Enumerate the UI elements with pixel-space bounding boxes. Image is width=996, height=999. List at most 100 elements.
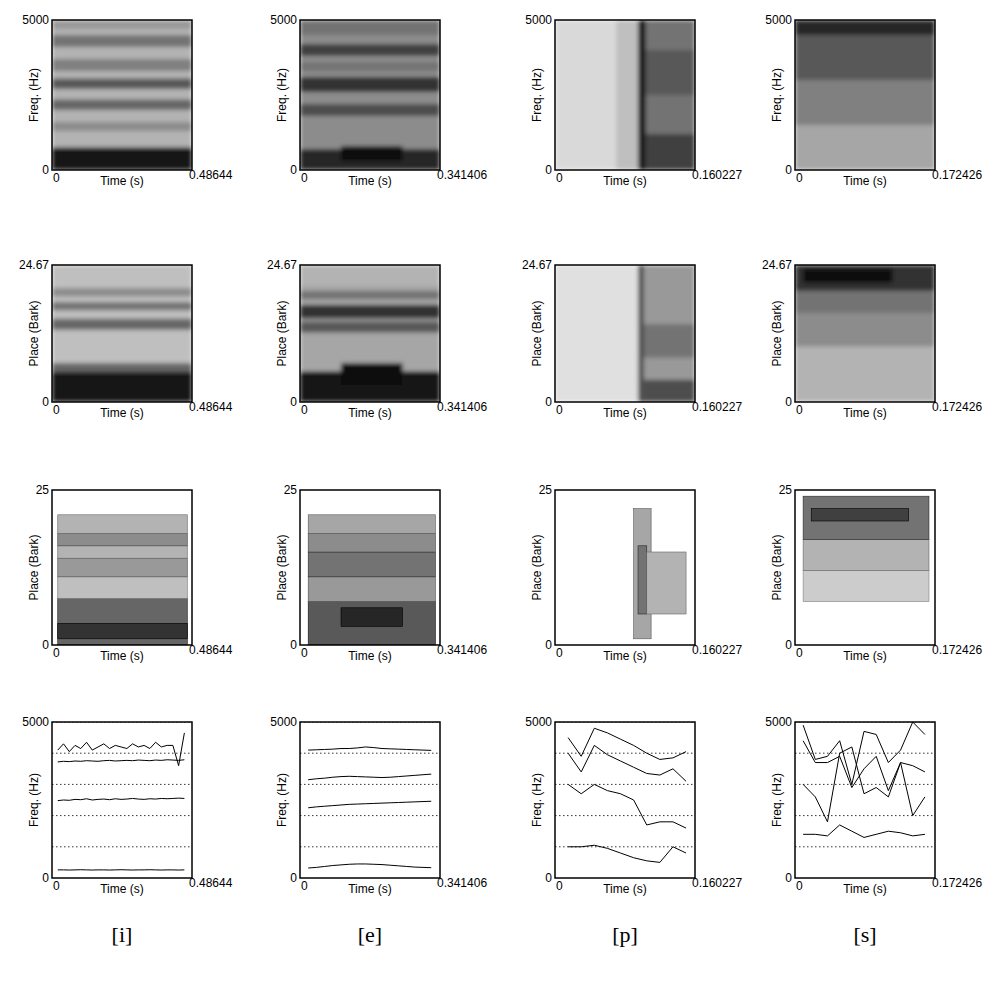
panel: 00.4864405000Time (s)Freq. (Hz) [22, 13, 232, 188]
y-tick-label: 0 [545, 871, 552, 885]
grid-line [555, 815, 695, 816]
y-tick-label: 0 [42, 163, 49, 177]
cell [52, 79, 192, 90]
plot-area [795, 490, 935, 645]
frame [795, 490, 935, 645]
panel: 00.48644024.67Time (s)Place (Bark) [19, 258, 233, 420]
x-tick-label: 0.48644 [189, 643, 233, 657]
plot-background [52, 490, 192, 645]
y-tick-label: 0 [545, 163, 552, 177]
x-axis-title: Time (s) [100, 882, 144, 896]
cell [644, 265, 695, 402]
cells [555, 20, 695, 170]
y-axis-title: Place (Bark) [275, 534, 289, 600]
cell [58, 533, 188, 545]
cell [795, 265, 935, 291]
x-tick-label: 0.341406 [437, 400, 487, 414]
panel: 00.341406024.67Time (s)Place (Bark) [267, 258, 487, 420]
cells [58, 515, 188, 645]
panel: 00.16022705000Time (s)Freq. (Hz) [525, 13, 742, 188]
panel: 00.16022705000Time (s)Freq. (Hz)[p] [525, 715, 742, 947]
grid-line [52, 753, 192, 754]
y-axis-title: Freq. (Hz) [530, 68, 544, 122]
cell [300, 77, 440, 92]
x-axis-title: Time (s) [603, 406, 647, 420]
plot-area [52, 722, 192, 878]
frame [52, 20, 192, 170]
cell [300, 20, 440, 35]
plot-background [555, 490, 695, 645]
cell [300, 44, 440, 56]
y-axis-title: Place (Bark) [770, 534, 784, 600]
cell [300, 62, 440, 71]
formant-track [803, 747, 925, 822]
grid-line [795, 815, 935, 816]
x-tick-label: 0.172426 [932, 876, 982, 890]
y-tick-label: 5000 [22, 13, 49, 27]
cell [795, 20, 935, 35]
cell [803, 496, 929, 539]
plot-background [795, 265, 935, 402]
panel: 00.172426025Time (s)Place (Bark) [770, 483, 982, 663]
frame [555, 265, 695, 402]
cell [341, 146, 403, 161]
x-axis-title: Time (s) [603, 649, 647, 663]
plot-area [795, 20, 935, 170]
panel: 00.48644025Time (s)Place (Bark) [27, 483, 233, 663]
cell [300, 291, 440, 299]
cell [308, 602, 435, 645]
x-tick-label: 0.341406 [437, 168, 487, 182]
x-tick-label: 0.160227 [692, 168, 742, 182]
frame [52, 265, 192, 402]
x-tick-label: 0.172426 [932, 400, 982, 414]
y-axis-title: Freq. (Hz) [530, 773, 544, 827]
y-tick-label: 0 [42, 638, 49, 652]
x-axis-title: Time (s) [348, 649, 392, 663]
plot-area [300, 265, 440, 402]
grid-line [555, 784, 695, 785]
frame [300, 490, 440, 645]
y-tick-label: 25 [539, 483, 553, 497]
plot-background [52, 265, 192, 402]
cell [644, 324, 695, 357]
y-tick-label: 5000 [22, 715, 49, 729]
y-tick-label: 5000 [525, 715, 552, 729]
panel: 00.34140605000Time (s)Freq. (Hz) [270, 13, 487, 188]
plot-background [300, 265, 440, 402]
x-tick-label: 0 [556, 646, 563, 660]
cell [646, 20, 695, 170]
cell [638, 20, 646, 170]
cell [308, 577, 435, 602]
x-tick-label: 0 [53, 171, 60, 185]
cell [300, 265, 440, 285]
plot-area [795, 722, 935, 878]
y-axis-title: Freq. (Hz) [275, 773, 289, 827]
y-axis-title: Freq. (Hz) [27, 773, 41, 827]
plot-background [300, 722, 440, 878]
cell [803, 540, 929, 571]
x-axis-title: Time (s) [843, 406, 887, 420]
cell [803, 269, 892, 283]
panel: 00.341406025Time (s)Place (Bark) [275, 483, 487, 663]
cell [638, 265, 644, 402]
plot-area [52, 265, 192, 402]
grid-line [555, 753, 695, 754]
plot-background [300, 490, 440, 645]
x-tick-label: 0 [556, 879, 563, 893]
grid-line [52, 815, 192, 816]
frame [300, 20, 440, 170]
plot-area [795, 265, 935, 402]
x-tick-label: 0 [796, 879, 803, 893]
cell [58, 599, 188, 646]
x-tick-label: 0 [796, 403, 803, 417]
frame [300, 722, 440, 878]
cell [616, 20, 638, 170]
y-tick-label: 0 [545, 638, 552, 652]
cell [555, 265, 695, 402]
grid-line [795, 846, 935, 847]
y-tick-label: 0 [290, 638, 297, 652]
y-axis-title: Place (Bark) [275, 300, 289, 366]
x-tick-label: 0.172426 [932, 168, 982, 182]
formant-track [568, 784, 686, 828]
plot-area [300, 722, 440, 878]
